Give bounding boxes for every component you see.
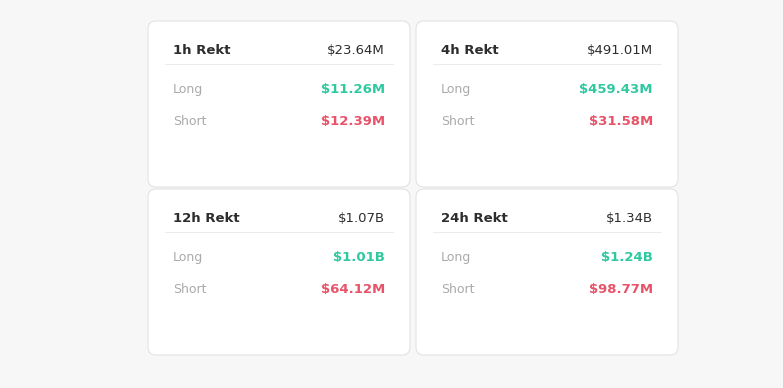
Text: $1.01B: $1.01B: [333, 251, 385, 264]
Text: 1h Rekt: 1h Rekt: [173, 43, 230, 57]
Text: Long: Long: [441, 251, 471, 264]
Text: Short: Short: [441, 116, 474, 128]
Text: $11.26M: $11.26M: [321, 83, 385, 96]
Text: $12.39M: $12.39M: [321, 116, 385, 128]
Text: Long: Long: [173, 83, 204, 96]
Text: $64.12M: $64.12M: [321, 284, 385, 296]
Text: $491.01M: $491.01M: [587, 43, 653, 57]
FancyBboxPatch shape: [148, 189, 410, 355]
Text: 24h Rekt: 24h Rekt: [441, 211, 507, 225]
Text: $31.58M: $31.58M: [589, 116, 653, 128]
Text: $23.64M: $23.64M: [327, 43, 385, 57]
Text: 4h Rekt: 4h Rekt: [441, 43, 499, 57]
Text: $98.77M: $98.77M: [589, 284, 653, 296]
Text: Long: Long: [441, 83, 471, 96]
Text: $1.24B: $1.24B: [601, 251, 653, 264]
Text: Short: Short: [441, 284, 474, 296]
Text: Short: Short: [173, 284, 207, 296]
Text: Short: Short: [173, 116, 207, 128]
FancyBboxPatch shape: [416, 21, 678, 187]
FancyBboxPatch shape: [416, 189, 678, 355]
Text: $459.43M: $459.43M: [579, 83, 653, 96]
Text: 12h Rekt: 12h Rekt: [173, 211, 240, 225]
Text: $1.07B: $1.07B: [338, 211, 385, 225]
Text: $1.34B: $1.34B: [606, 211, 653, 225]
Text: Long: Long: [173, 251, 204, 264]
FancyBboxPatch shape: [148, 21, 410, 187]
